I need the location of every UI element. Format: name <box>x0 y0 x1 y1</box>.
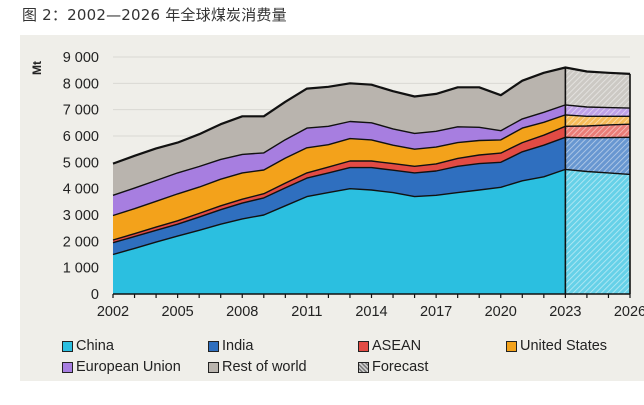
boundary-asean <box>112 123 631 241</box>
y-axis-unit-label: Mt <box>30 61 44 75</box>
legend-item-european-union: European Union <box>62 359 181 375</box>
x-tick-label: 2023 <box>549 304 581 320</box>
x-tick-label: 2026 <box>614 304 644 320</box>
y-tick-label: 6 000 <box>63 129 99 145</box>
legend-item-china: China <box>62 338 114 354</box>
legend-item-united-states: United States <box>506 338 607 354</box>
legend-label-asean: ASEAN <box>372 338 422 354</box>
area-united-states <box>113 114 630 240</box>
boundary-european-union <box>112 104 631 196</box>
y-tick-label: 9 000 <box>63 50 99 66</box>
x-tick-label: 2014 <box>355 304 387 320</box>
y-tick-label: 0 <box>91 287 99 303</box>
y-tick-label: 5 000 <box>63 155 99 171</box>
area-asean <box>113 124 630 243</box>
boundary-china <box>112 168 631 256</box>
boundary-lines <box>112 66 631 294</box>
boundary-india <box>112 136 631 244</box>
x-tick-label: 2017 <box>420 304 452 320</box>
legend-item-asean: ASEAN <box>358 338 421 354</box>
x-tick-label: 2011 <box>291 304 322 320</box>
legend-swatch-asean <box>358 340 369 352</box>
legend-swatch-european-union <box>62 361 73 373</box>
legend-label-forecast: Forecast <box>372 359 429 375</box>
y-tick-label: 2 000 <box>63 234 99 250</box>
boundary-rest-of-world <box>112 66 631 165</box>
area-india <box>113 137 630 255</box>
legend-label-european-union: European Union <box>76 359 181 375</box>
legend-item-india: India <box>208 338 253 354</box>
axes: 0 1 000 2 000 3 000 4 000 5 000 6 000 7 000 8 00… <box>63 50 644 320</box>
y-tick-label: 8 000 <box>63 76 99 92</box>
area-european-union <box>113 104 630 216</box>
y-tick-label: 3 000 <box>63 208 99 224</box>
y-tick-label: 7 000 <box>63 103 99 119</box>
legend-label-rest-of-world: Rest of world <box>222 359 307 375</box>
forecast-hatch <box>565 67 630 294</box>
x-tick-label: 2020 <box>485 304 517 320</box>
legend-swatch-india <box>208 340 219 352</box>
x-tick-label: 2005 <box>161 304 193 320</box>
legend-swatch-united-states <box>506 340 517 352</box>
legend-label-china: China <box>76 338 114 354</box>
boundary-united-states <box>112 114 630 217</box>
legend-swatch-forecast <box>358 361 369 373</box>
area-rest-of-world <box>113 67 630 196</box>
area-china <box>113 169 630 294</box>
legend-swatch-rest-of-world <box>208 361 219 373</box>
figure-title: 图 2：2002—2026 年全球煤炭消费量 <box>22 6 287 24</box>
x-tick-label: 2002 <box>97 304 129 320</box>
forecast-region <box>565 67 630 294</box>
area-layers <box>113 67 630 294</box>
legend-item-rest-of-world: Rest of world <box>208 359 307 375</box>
x-tick-label: 2008 <box>226 304 258 320</box>
legend-label-india: India <box>222 338 254 354</box>
y-tick-label: 1 000 <box>63 261 99 277</box>
legend-item-forecast: Forecast <box>358 359 428 375</box>
legend-swatch-china <box>62 340 73 352</box>
legend-label-united-states: United States <box>520 338 608 354</box>
y-tick-label: 4 000 <box>63 182 99 198</box>
